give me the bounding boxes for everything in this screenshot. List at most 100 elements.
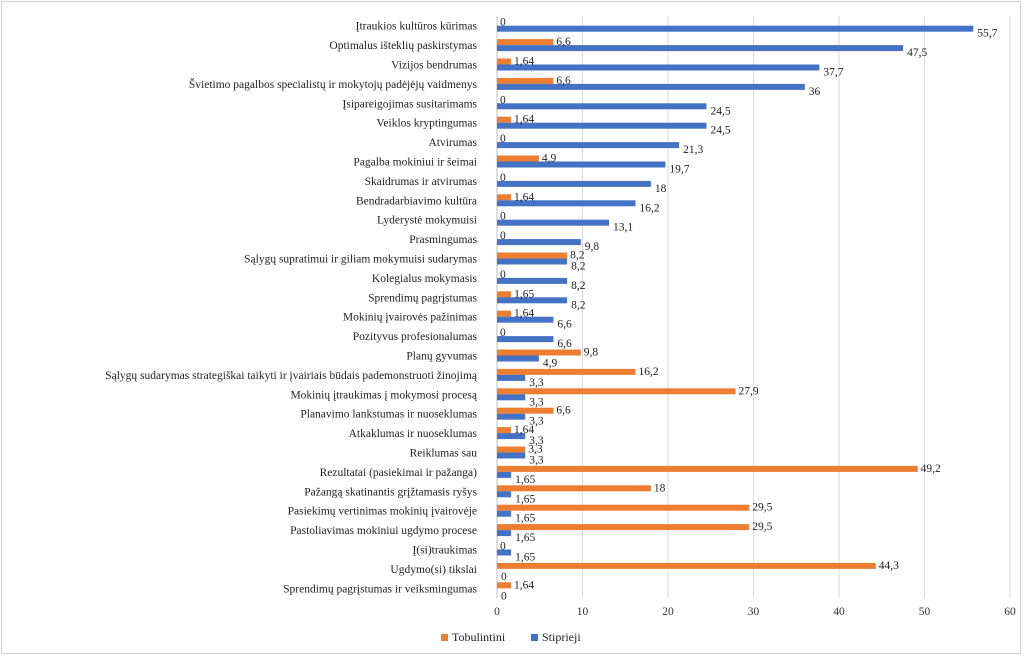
legend-label: Stiprieji bbox=[542, 630, 581, 644]
bar-tobulintini bbox=[497, 388, 736, 395]
data-label-tobulintini: 1,64 bbox=[514, 424, 534, 436]
bar-tobulintini bbox=[497, 562, 876, 569]
bar-tobulintini bbox=[497, 77, 554, 84]
bar-stiprieji bbox=[497, 180, 651, 187]
data-label-tobulintini: 27,9 bbox=[739, 385, 759, 397]
bar-tobulintini bbox=[497, 407, 554, 414]
legend-label: Tobulintini bbox=[452, 630, 506, 644]
category-label: Ugdymo(si) tikslai bbox=[390, 564, 477, 576]
category-label: Vizijos bendrumas bbox=[391, 60, 477, 72]
data-label-stiprieji: 3,3 bbox=[529, 416, 544, 428]
data-label-tobulintini: 0 bbox=[500, 17, 506, 29]
category-label: Pagalba mokiniui ir šeimai bbox=[353, 157, 477, 169]
bar-tobulintini bbox=[497, 465, 918, 472]
bar-tobulintini bbox=[497, 349, 581, 356]
bar-stiprieji bbox=[497, 549, 512, 556]
bar-tobulintini bbox=[497, 58, 512, 65]
bar-tobulintini bbox=[497, 39, 554, 46]
x-axis-ticks: 0 10 20 30 40 50 60 bbox=[494, 606, 1016, 618]
data-label-stiprieji: 18 bbox=[655, 183, 667, 195]
bar-stiprieji bbox=[497, 277, 568, 284]
data-label-tobulintini: 49,2 bbox=[921, 463, 941, 475]
x-tick-label: 60 bbox=[1004, 606, 1016, 618]
data-label-tobulintini: 0 bbox=[500, 172, 506, 184]
x-tick-label: 50 bbox=[919, 606, 931, 618]
bar-tobulintini bbox=[497, 116, 512, 123]
category-label: Mokinių įvairovės pažinimas bbox=[343, 312, 478, 324]
bar-tobulintini bbox=[497, 194, 512, 201]
category-label: Sąlygų supratimui ir giliam mokymuisi su… bbox=[244, 254, 477, 266]
data-label-tobulintini: 29,5 bbox=[752, 521, 772, 533]
data-label-stiprieji: 47,5 bbox=[907, 47, 927, 59]
x-tick-label: 40 bbox=[833, 606, 845, 618]
bar-stiprieji bbox=[497, 374, 526, 381]
bar-stiprieji bbox=[497, 394, 526, 401]
bar-stiprieji bbox=[497, 530, 512, 537]
category-label: Bendradarbiavimo kultūra bbox=[356, 195, 477, 207]
category-label: Švietimo pagalbos specialistų ir mokytoj… bbox=[189, 77, 478, 91]
legend-swatch bbox=[441, 634, 448, 641]
data-label-stiprieji: 9,8 bbox=[585, 241, 600, 253]
data-label-tobulintini: 1,64 bbox=[514, 114, 534, 126]
category-label: Pažangą skatinantis grįžtamasis ryšys bbox=[304, 486, 477, 498]
data-label-stiprieji: 3,3 bbox=[529, 455, 544, 467]
data-label-tobulintini: 0 bbox=[500, 94, 506, 106]
data-label-stiprieji: 1,65 bbox=[515, 552, 535, 564]
data-label-stiprieji: 6,6 bbox=[557, 319, 572, 331]
bar-stiprieji bbox=[497, 64, 820, 71]
x-tick-label: 10 bbox=[577, 606, 589, 618]
bar-stiprieji bbox=[497, 510, 512, 517]
bar-stiprieji bbox=[497, 316, 554, 323]
category-label: Planavimo lankstumas ir nuoseklumas bbox=[300, 409, 477, 421]
data-label-tobulintini: 1,64 bbox=[514, 191, 534, 203]
bar-tobulintini bbox=[497, 504, 750, 511]
bar-stiprieji bbox=[497, 45, 904, 52]
category-label: Pasiekimų vertinimas mokinių įvairovėje bbox=[288, 506, 477, 518]
data-label-stiprieji: 13,1 bbox=[613, 222, 633, 234]
data-label-tobulintini: 29,5 bbox=[752, 502, 772, 514]
category-label: Įtraukios kultūros kūrimas bbox=[356, 21, 478, 33]
category-label: Prasmingumas bbox=[409, 234, 477, 246]
bar-tobulintini bbox=[497, 155, 539, 162]
data-label-stiprieji: 36 bbox=[809, 86, 821, 98]
bar-stiprieji bbox=[497, 25, 974, 32]
category-label: Sprendimų pagrįstumas ir veiksmingumas bbox=[283, 583, 477, 595]
data-label-tobulintini: 8,2 bbox=[570, 250, 585, 262]
data-label-tobulintini: 0 bbox=[500, 133, 506, 145]
category-label: Sąlygų sudarymas strategiškai taikyti ir… bbox=[105, 370, 478, 382]
data-label-stiprieji: 1,65 bbox=[515, 493, 535, 505]
data-label-tobulintini: 6,6 bbox=[556, 36, 571, 48]
data-label-stiprieji: 8,2 bbox=[571, 280, 586, 292]
bar-tobulintini bbox=[497, 485, 651, 492]
bar-tobulintini bbox=[497, 427, 512, 434]
category-label: Reiklumas sau bbox=[410, 448, 478, 460]
bar-tobulintini bbox=[497, 582, 512, 589]
data-label-stiprieji: 4,9 bbox=[543, 358, 558, 370]
bar-tobulintini bbox=[497, 368, 636, 375]
category-label: Rezultatai (pasiekimai ir pažanga) bbox=[320, 467, 478, 479]
x-tick-label: 30 bbox=[748, 606, 760, 618]
data-label-tobulintini: 16,2 bbox=[639, 366, 659, 378]
data-label-stiprieji: 1,65 bbox=[515, 513, 535, 525]
category-label: Lyderystė mokymuisi bbox=[377, 215, 477, 227]
data-label-stiprieji: 24,5 bbox=[710, 125, 730, 137]
x-tick-label: 0 bbox=[494, 606, 500, 618]
bar-stiprieji bbox=[497, 161, 666, 168]
category-label: Veiklos kryptingumas bbox=[376, 118, 477, 130]
bar-stiprieji bbox=[497, 219, 610, 226]
data-label-stiprieji: 55,7 bbox=[977, 28, 997, 40]
data-label-tobulintini: 6,6 bbox=[556, 75, 571, 87]
bar-tobulintini bbox=[497, 252, 568, 259]
data-label-tobulintini: 1,65 bbox=[514, 288, 534, 300]
data-label-tobulintini: 1,64 bbox=[514, 308, 534, 320]
data-labels: 0 55,7 6,6 47,5 1,64 37,7 6,6 36 0 24,5 1,64 24,5 0 2… bbox=[500, 17, 998, 603]
data-label-stiprieji: 6,6 bbox=[557, 338, 572, 350]
data-label-stiprieji: 3,3 bbox=[529, 396, 544, 408]
bar-tobulintini bbox=[497, 524, 750, 531]
data-label-tobulintini: 6,6 bbox=[556, 405, 571, 417]
data-label-tobulintini: 0 bbox=[500, 541, 506, 553]
data-label-stiprieji: 0 bbox=[501, 590, 507, 602]
bar-stiprieji bbox=[497, 336, 554, 343]
category-label: Kolegialus mokymasis bbox=[372, 273, 478, 285]
bar-stiprieji bbox=[497, 122, 707, 129]
